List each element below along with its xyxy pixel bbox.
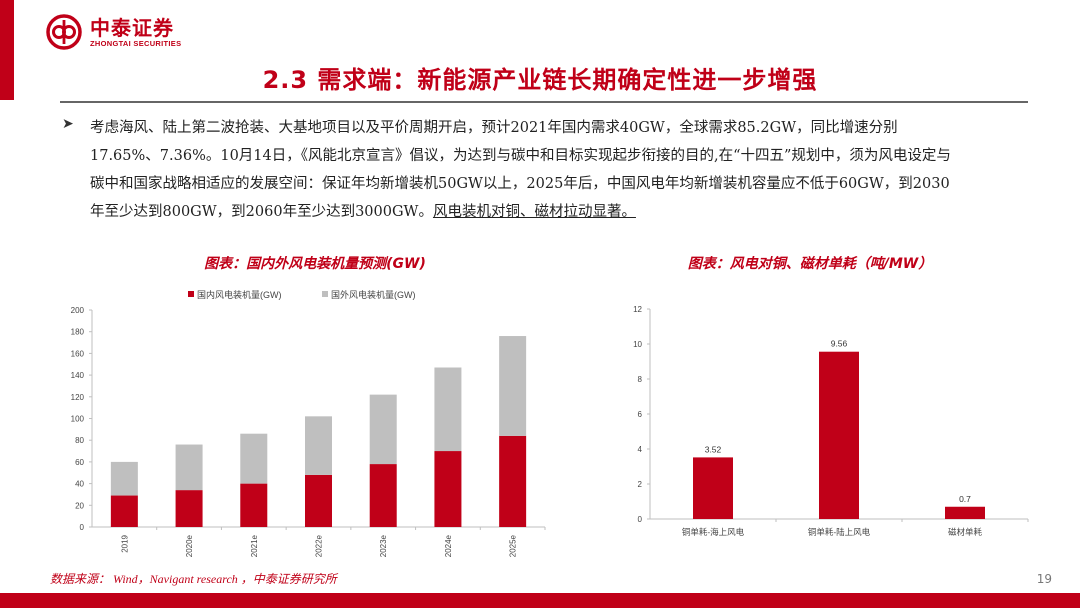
bar-overseas — [369, 394, 397, 465]
bullet-text: 考虑海风、陆上第二波抢装、大基地项目以及平价周期开启，预计2021年国内需求40… — [90, 114, 962, 226]
y-tick-label: 100 — [71, 415, 85, 424]
y-tick-label: 12 — [633, 305, 642, 314]
legend-swatch — [188, 291, 194, 297]
y-tick-label: 10 — [633, 340, 642, 349]
y-tick-label: 40 — [75, 480, 84, 489]
bar-domestic — [110, 495, 138, 527]
y-tick-label: 6 — [638, 410, 643, 419]
footer-bar — [0, 593, 1080, 608]
right-chart: 0 2 4 6 8 10 12 3.52 铜单耗-海上风电 9.56 铜单耗-陆上风电 0.7 磁材单耗 — [633, 305, 1029, 537]
bar — [693, 457, 733, 519]
logo-cn: 中泰证券 — [90, 15, 174, 40]
bar-overseas — [110, 461, 138, 496]
x-tick-label: 2020e — [185, 534, 194, 557]
data-label: 0.7 — [959, 494, 971, 504]
y-tick-label: 0 — [80, 523, 85, 532]
bar-domestic — [434, 451, 462, 527]
x-tick-label: 2024e — [444, 534, 453, 557]
y-tick-label: 2 — [638, 480, 643, 489]
data-source: 数据来源： Wind，Navigant research ，中泰证券研究所 — [50, 572, 337, 586]
y-tick-label: 120 — [71, 393, 85, 402]
x-tick-label: 2019 — [120, 534, 129, 552]
bar-overseas — [434, 367, 462, 452]
legend-swatch — [322, 291, 328, 297]
bullet-text-main: 考虑海风、陆上第二波抢装、大基地项目以及平价周期开启，预计2021年国内需求40… — [90, 120, 951, 220]
x-tick-label: 铜单耗-海上风电 — [682, 527, 745, 537]
bar-overseas — [305, 416, 332, 475]
y-tick-label: 180 — [71, 328, 85, 337]
y-tick-label: 140 — [71, 371, 85, 380]
x-tick-label: 2023e — [379, 534, 388, 557]
page-title: 2.3 需求端：新能源产业链长期确定性进一步增强 — [262, 66, 818, 94]
page-number: 19 — [1036, 572, 1052, 586]
bar-overseas — [499, 336, 527, 436]
bar-domestic — [305, 474, 332, 527]
top-left-accent-bar — [0, 0, 14, 100]
legend-label: 国外风电装机量(GW) — [331, 289, 416, 300]
bar-overseas — [175, 444, 203, 491]
left-chart-title: 图表：国内外风电装机量预测(GW) — [204, 256, 426, 272]
bar-overseas — [240, 433, 268, 484]
company-logo: 中泰证券 ZHONGTAI SECURITIES — [46, 14, 181, 50]
x-tick-label: 2021e — [250, 534, 259, 557]
x-tick-label: 铜单耗-陆上风电 — [808, 527, 871, 537]
bar-domestic — [175, 490, 203, 527]
bar — [819, 351, 859, 519]
x-tick-label: 2025e — [509, 534, 518, 557]
legend-label: 国内风电装机量(GW) — [197, 289, 282, 300]
x-tick-label: 2022e — [315, 534, 324, 557]
right-chart-title: 图表：风电对铜、磁材单耗（吨/MW） — [687, 256, 933, 272]
zhongtai-logo-icon — [46, 14, 82, 50]
y-tick-label: 4 — [638, 445, 643, 454]
x-tick-label: 磁材单耗 — [948, 527, 983, 537]
y-tick-label: 8 — [638, 375, 643, 384]
y-tick-label: 80 — [75, 436, 84, 445]
y-tick-label: 200 — [71, 306, 85, 315]
y-tick-label: 20 — [75, 501, 84, 510]
bar — [945, 506, 985, 519]
y-tick-label: 0 — [638, 515, 643, 524]
bullet-arrow-icon: ➤ — [62, 116, 74, 132]
bar-domestic — [240, 483, 268, 527]
bar-domestic — [369, 464, 397, 527]
data-label: 9.56 — [831, 339, 848, 349]
left-chart: 0 20 40 60 80 100 120 140 160 180 200 2019 2020e 2021… — [71, 289, 546, 557]
y-tick-label: 60 — [75, 458, 84, 467]
data-label: 3.52 — [705, 444, 722, 454]
title-divider — [60, 101, 1028, 103]
bullet-text-underlined: 风电装机对铜、磁材拉动显著。 — [432, 204, 636, 220]
bar-domestic — [499, 435, 527, 527]
y-tick-label: 160 — [71, 349, 85, 358]
logo-en: ZHONGTAI SECURITIES — [90, 38, 182, 48]
bullet-point: ➤ 考虑海风、陆上第二波抢装、大基地项目以及平价周期开启，预计2021年国内需求… — [62, 114, 962, 226]
